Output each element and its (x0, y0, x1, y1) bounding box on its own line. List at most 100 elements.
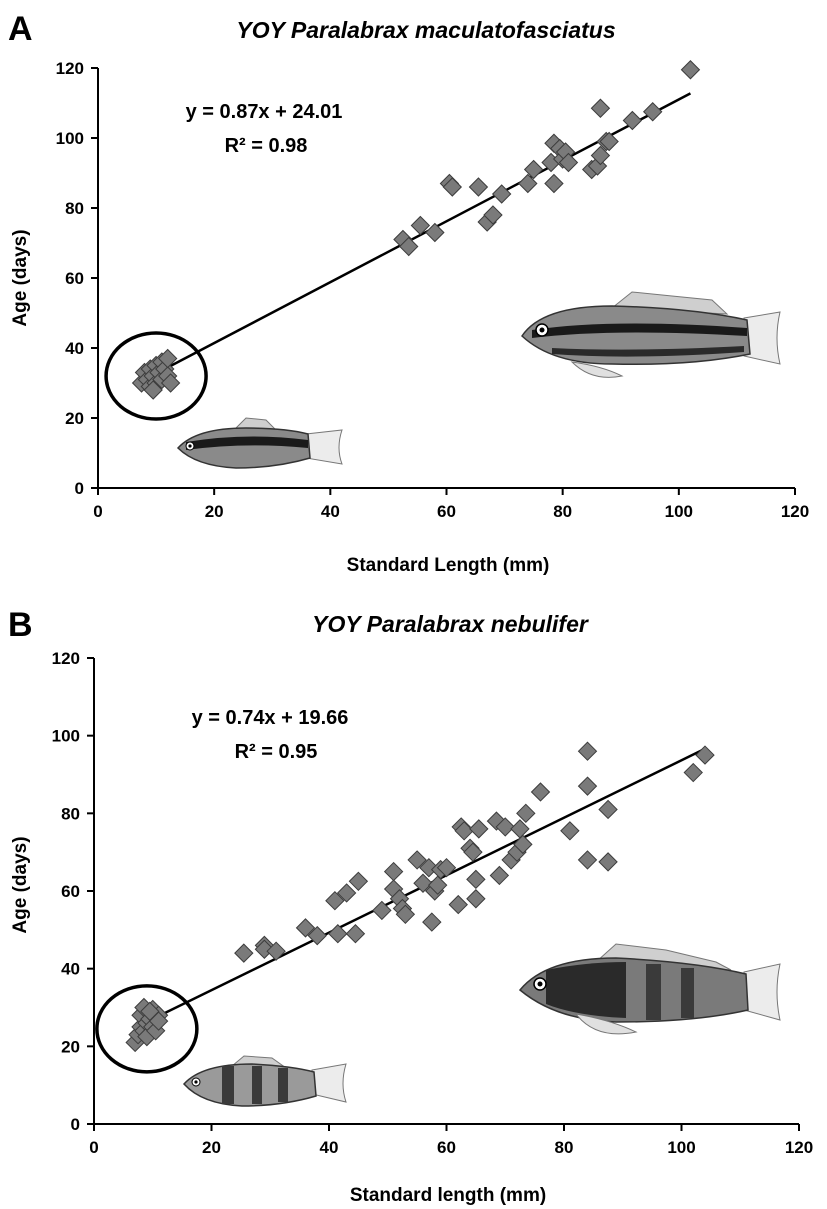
panel-a-data-point (442, 177, 463, 197)
panel-a-data-point (590, 145, 611, 166)
panel-a-y-tick-label: 20 (65, 409, 84, 428)
panel-a-data-point (491, 184, 512, 204)
panel-a-data-point (599, 131, 619, 152)
panel-b-x-axis-title: Standard length (mm) (350, 1185, 546, 1206)
panel-b-data-point (530, 782, 551, 802)
panel-b-data-point (466, 889, 486, 909)
panel-b-x-tick-label: 60 (437, 1138, 456, 1157)
panel-b-x-tick-label: 120 (785, 1138, 813, 1157)
juvenile-fish-illustration-a (176, 417, 343, 469)
panel-b-y-tick-label: 120 (52, 649, 80, 668)
panel-b-data-point (695, 745, 715, 765)
panel-b-data-point (140, 1001, 160, 1022)
panel-b-data-point (598, 852, 618, 872)
panel-b-data-point (683, 762, 703, 783)
panel-b-data-point (419, 857, 439, 878)
panel-a-y-axis-title: Age (days) (10, 229, 31, 326)
panel-b-data-point (577, 741, 598, 761)
juvenile-fish-illustration-b (182, 1055, 347, 1107)
panel-b-y-tick-label: 0 (71, 1115, 80, 1134)
panel-a-x-axis-title: Standard Length (mm) (347, 555, 550, 576)
panel-b-x-tick-label: 0 (89, 1138, 98, 1157)
panel-b-data-point (307, 925, 327, 946)
panel-b-y-tick-label: 40 (61, 960, 80, 979)
panel-a-data-point (468, 177, 489, 197)
panel-b-x-tick-label: 80 (555, 1138, 574, 1157)
panel-a-x-tick-label: 0 (93, 502, 102, 521)
panel-b-data-point (577, 776, 598, 796)
panel-b-plot-area: 0 20 40 60 80 100 120 0 20 40 60 80 100 120 (52, 649, 814, 1157)
panel-b-data-point (560, 821, 580, 841)
panel-a-x-tick-label: 80 (553, 502, 572, 521)
panel-b-data-point (489, 865, 510, 886)
panel-b-r-squared: R² = 0.95 (235, 741, 318, 763)
panel-b-y-tick-label: 60 (61, 882, 80, 901)
panel-a-y-tick-label: 120 (56, 59, 84, 78)
panel-a-x-tick-label: 20 (205, 502, 224, 521)
panel-b-data-point (395, 904, 416, 925)
panel-b-data-point (516, 803, 536, 824)
panel-a: A YOY Paralabrax maculatofasciatus y = 0… (8, 10, 809, 576)
panel-b-data-point (463, 842, 483, 862)
panel-a-data-point (143, 380, 163, 400)
panel-a-x-tick-label: 120 (781, 502, 809, 521)
panel-b-y-axis-title: Age (days) (10, 836, 31, 933)
panel-a-data-point (157, 348, 178, 369)
panel-a-x-tick-label: 100 (665, 502, 693, 521)
panel-a-r-squared: R² = 0.98 (225, 135, 308, 157)
adult-fish-illustration-a (521, 291, 781, 378)
panel-b-data-point (345, 924, 366, 944)
panel-a-data-point (544, 173, 564, 194)
panel-b-title: YOY Paralabrax nebulifer (312, 611, 589, 637)
panel-b-data-point (325, 891, 345, 911)
panel-a-data-point (680, 60, 701, 80)
panel-a-data-point (523, 159, 544, 180)
panel-a-y-tick-label: 60 (65, 269, 84, 288)
panel-b-data-point (336, 883, 357, 903)
panel-a-title: YOY Paralabrax maculatofasciatus (236, 17, 615, 43)
panel-a-data-point (410, 215, 431, 236)
panel-b-juvenile-cluster-circle (95, 984, 199, 1074)
panel-a-data-point (425, 222, 445, 243)
panel-b-data-point (427, 875, 448, 895)
panel-letter-a: A (8, 10, 33, 48)
panel-b-data-point (295, 918, 316, 938)
panel-b-y-tick-label: 20 (61, 1037, 80, 1056)
panel-b-x-tick-label: 40 (320, 1138, 339, 1157)
panel-a-x-tick-label: 60 (437, 502, 456, 521)
panel-a-x-tick-label: 40 (321, 502, 340, 521)
panel-a-data-point (590, 98, 611, 118)
panel-b-data-point (466, 869, 486, 890)
panel-a-y-tick-label: 40 (65, 339, 84, 358)
panel-b-data-point (254, 939, 275, 959)
panel-b-y-tick-label: 80 (61, 804, 80, 823)
panel-a-data-point (160, 373, 181, 393)
panel-b-data-point (383, 861, 404, 882)
panel-b-data-point (407, 850, 427, 870)
panel-a-data-point (518, 173, 538, 194)
panel-b-x-tick-label: 100 (667, 1138, 695, 1157)
panel-b-data-point (266, 941, 286, 961)
panel-b-data-point (436, 857, 457, 878)
panel-b-x-tick-label: 20 (202, 1138, 221, 1157)
panel-b-data-point (486, 811, 507, 831)
panel-b-data-point (454, 821, 474, 841)
panel-a-equation: y = 0.87x + 24.01 (186, 101, 343, 123)
panel-b-data-point (448, 894, 468, 915)
panel-a-data-point (558, 152, 579, 173)
panel-a-y-tick-label: 100 (56, 129, 84, 148)
panel-a-plot-area: 0 20 40 60 80 100 120 0 20 40 60 80 100 120 (56, 59, 810, 521)
panel-a-data-point (642, 102, 663, 122)
panel-b-y-tick-label: 100 (52, 727, 80, 746)
panel-a-data-point (399, 236, 419, 257)
panel-a-data-point (483, 205, 503, 225)
panel-a-juvenile-cluster-circle (104, 331, 208, 421)
panel-b-data-point (413, 873, 433, 893)
panel-b-data-point (328, 924, 348, 944)
panel-b-data-point (234, 943, 254, 963)
panel-a-y-tick-label: 0 (75, 479, 84, 498)
panel-b-data-point (145, 1021, 166, 1041)
panel-b-data-point (577, 850, 598, 870)
panel-b-data-point (469, 819, 489, 839)
